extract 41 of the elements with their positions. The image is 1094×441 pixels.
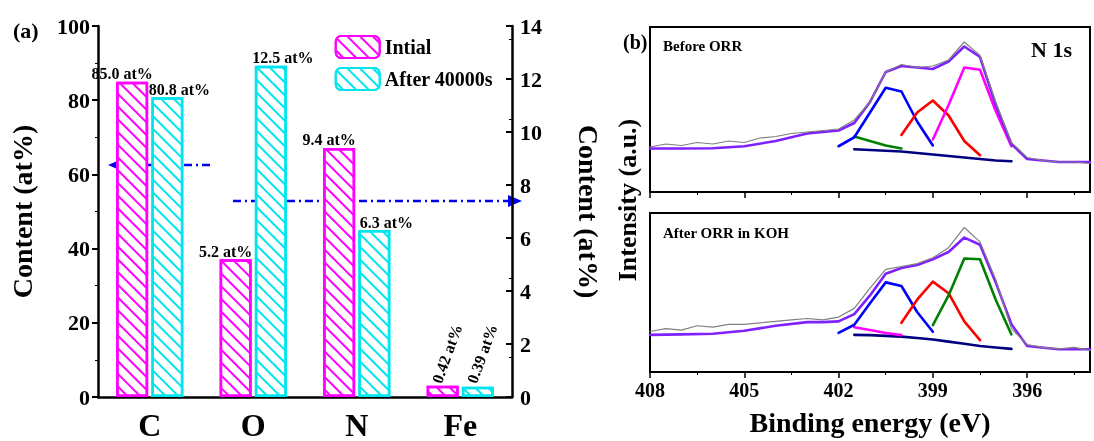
y2-tick-label: 2 [520, 331, 531, 357]
annotation: N 1s [1031, 36, 1073, 62]
x-tick-label: 396 [1012, 379, 1043, 401]
x-tick-label: 402 [823, 379, 854, 401]
y-tick-label: 40 [68, 236, 90, 262]
y-tick-label: 20 [68, 310, 90, 336]
data-label: 6.3 at% [359, 213, 414, 231]
x-axis-title: Binding energy (eV) [749, 406, 991, 438]
annotation: Before ORR [663, 37, 743, 54]
data-label: 5.2 at% [198, 242, 253, 260]
data-label: 80.8 at% [148, 80, 211, 98]
y2-tick-label: 10 [520, 119, 542, 145]
legend-label: Intial [384, 36, 432, 58]
y2-axis-title: Content (at%) [572, 124, 604, 299]
y2-tick-label: 6 [520, 225, 531, 251]
x-tick-label: 405 [729, 379, 760, 401]
y-tick-label: 80 [68, 87, 90, 113]
data-label: 9.4 at% [302, 131, 356, 149]
y2-tick-label: 14 [520, 13, 542, 39]
x-tick-label: Fe [443, 407, 478, 441]
x-tick-label: N [345, 407, 369, 441]
annotation: After ORR in KOH [663, 224, 790, 241]
y2-tick-label: 8 [520, 172, 531, 198]
x-tick-label: 408 [635, 379, 665, 401]
legend-label: After 40000s [384, 68, 493, 90]
data-label: 0.42 at% [428, 321, 466, 386]
data-label: 0.39 at% [463, 321, 501, 386]
data-label: 12.5 at% [252, 49, 314, 67]
y-tick-label: 60 [68, 161, 90, 187]
x-tick-label: O [240, 407, 266, 441]
x-tick-label: 399 [917, 379, 948, 401]
chart-title: (a) [13, 17, 39, 43]
y-tick-label: 100 [57, 13, 90, 39]
y-axis-title: Intensity (a.u.) [613, 118, 643, 282]
y2-tick-label: 0 [520, 384, 531, 410]
y2-tick-label: 4 [520, 278, 531, 304]
y-axis-title: Content (at%) [6, 124, 38, 299]
x-tick-label: C [138, 407, 162, 441]
y-tick-label: 0 [79, 384, 90, 410]
chart-title: (b) [623, 31, 648, 54]
y2-tick-label: 12 [520, 66, 542, 92]
